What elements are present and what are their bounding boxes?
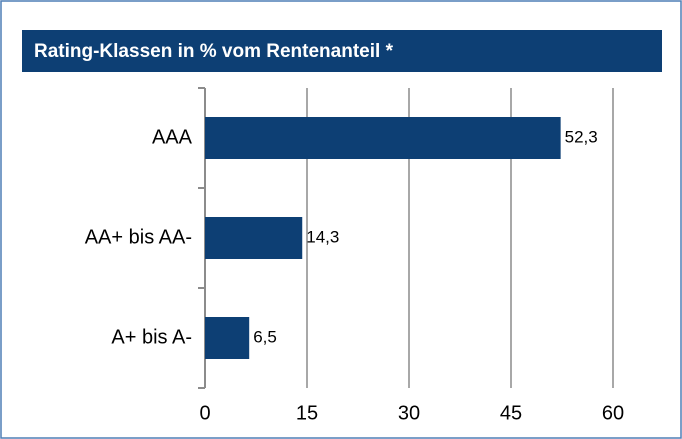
y-tick-label: A+ bis A- — [111, 326, 192, 348]
x-tick-label: 45 — [500, 402, 522, 424]
x-tick-label: 0 — [199, 402, 210, 424]
bar — [205, 317, 250, 359]
data-label: 6,5 — [253, 327, 277, 346]
x-tick-label: 60 — [602, 402, 624, 424]
x-tick-label: 15 — [296, 402, 318, 424]
title-bar — [22, 30, 662, 72]
y-tick-label: AAA — [152, 126, 193, 148]
chart-title: Rating-Klassen in % vom Rentenanteil * — [34, 41, 394, 62]
bar — [205, 117, 561, 159]
bar — [205, 217, 303, 259]
data-label: 14,3 — [306, 227, 339, 246]
data-label: 52,3 — [565, 127, 598, 146]
y-tick-label: AA+ bis AA- — [85, 226, 192, 248]
x-tick-label: 30 — [398, 402, 420, 424]
